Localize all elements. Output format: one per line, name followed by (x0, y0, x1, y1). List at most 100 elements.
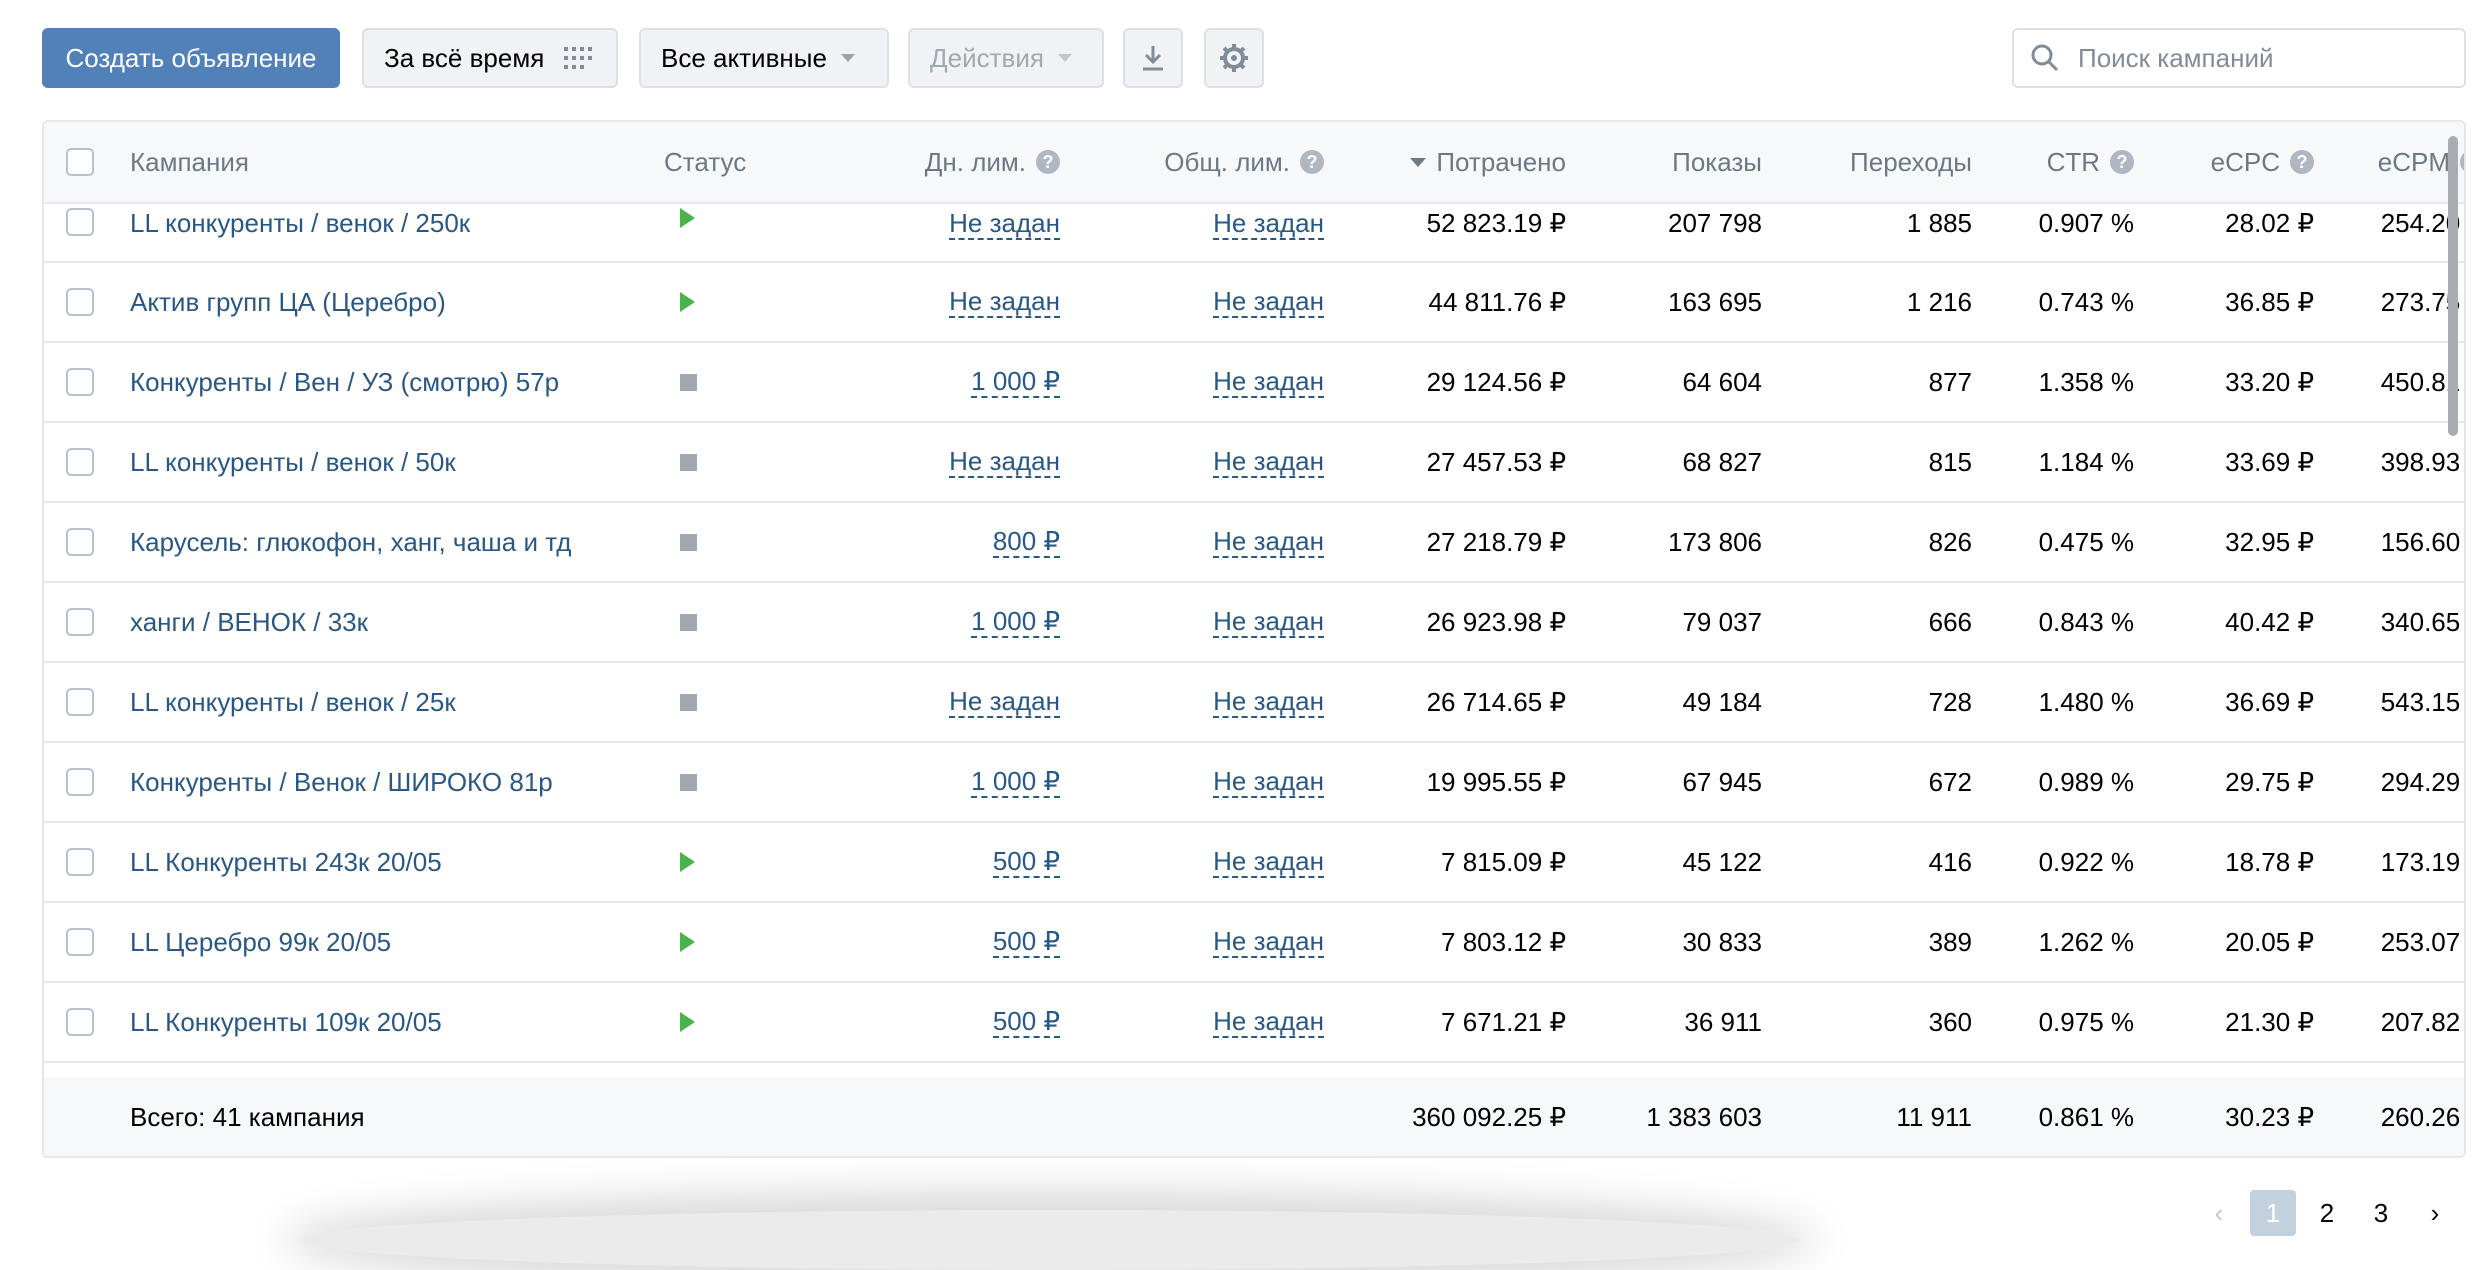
day-limit-link[interactable]: 1 000 ₽ (971, 606, 1060, 638)
day-limit-link[interactable]: 1 000 ₽ (971, 766, 1060, 798)
table-row[interactable]: Конкуренты / Вен / УЗ (смотрю) 57р 1 000 … (44, 343, 2464, 423)
stopped-status-icon[interactable] (680, 693, 697, 711)
campaign-name-link[interactable]: Конкуренты / Вен / УЗ (смотрю) 57р (130, 366, 560, 397)
page-3-button[interactable]: 3 (2373, 1197, 2389, 1228)
header-spent[interactable]: Потрачено (1344, 122, 1566, 202)
spent-value: 52 823.19 ₽ (1426, 208, 1566, 238)
ecpm-value: 398.93 ₽ (2380, 446, 2464, 477)
prev-page-icon[interactable]: ‹ (2214, 1197, 2224, 1228)
header-clicks[interactable]: Переходы (1850, 146, 1972, 177)
filter-dropdown[interactable]: Все активные (639, 28, 889, 88)
table-row[interactable]: LL конкуренты / венок / 50к Не задан Не за… (44, 423, 2464, 503)
total-limit-link[interactable]: Не задан (1213, 926, 1324, 958)
total-limit-link[interactable]: Не задан (1213, 1006, 1324, 1038)
total-limit-link[interactable]: Не задан (1213, 686, 1324, 718)
campaign-name-link[interactable]: LL Конкуренты 109к 20/05 (130, 1006, 442, 1037)
day-limit-link[interactable]: 500 ₽ (992, 1006, 1060, 1038)
settings-button[interactable] (1204, 28, 1264, 88)
download-button[interactable] (1123, 28, 1183, 88)
ctr-value: 1.262 % (2038, 926, 2134, 957)
day-limit-link[interactable]: 1 000 ₽ (971, 366, 1060, 398)
campaign-name-link[interactable]: LL конкуренты / венок / 250к (130, 208, 471, 238)
header-ctr[interactable]: CTR ? (1994, 122, 2134, 202)
help-icon[interactable]: ? (1300, 150, 1324, 174)
row-checkbox[interactable] (66, 928, 94, 956)
row-checkbox[interactable] (66, 1008, 94, 1036)
campaign-name-link[interactable]: LL конкуренты / венок / 25к (130, 686, 456, 717)
table-row[interactable]: LL Конкуренты 243к 20/05 500 ₽ Не задан 7 8… (44, 823, 2464, 903)
header-ecpc[interactable]: eCPC ? (2164, 122, 2314, 202)
actions-dropdown[interactable]: Действия (908, 28, 1104, 88)
stopped-status-icon[interactable] (680, 373, 697, 391)
table-row[interactable]: LL конкуренты / венок / 250к Не задан Не з… (44, 202, 2464, 263)
stopped-status-icon[interactable] (680, 773, 697, 791)
help-icon[interactable]: ? (1036, 150, 1060, 174)
ecpc-value: 33.69 ₽ (2225, 446, 2314, 477)
stopped-status-icon[interactable] (680, 533, 697, 551)
table-row[interactable]: Карусель: глюкофон, ханг, чаша и тд 800 ₽… (44, 503, 2464, 583)
play-status-icon[interactable] (680, 852, 695, 872)
search-input[interactable]: Поиск кампаний (2012, 28, 2466, 88)
play-status-icon[interactable] (680, 292, 695, 312)
row-checkbox[interactable] (66, 368, 94, 396)
select-all-checkbox[interactable] (66, 148, 94, 176)
total-limit-link[interactable]: Не задан (1213, 606, 1324, 638)
day-limit-link[interactable]: Не задан (949, 446, 1060, 478)
header-ecpm[interactable]: eCPM ? (2334, 122, 2464, 202)
row-checkbox[interactable] (66, 768, 94, 796)
table-row[interactable]: LL Конкуренты 109к 20/05 500 ₽ Не задан 7 6… (44, 983, 2464, 1063)
campaign-name-link[interactable]: ханги / ВЕНОК / 33к (130, 606, 368, 637)
campaign-name-link[interactable]: LL Конкуренты 243к 20/05 (130, 846, 442, 877)
total-limit-link[interactable]: Не задан (1213, 446, 1324, 478)
total-limit-link[interactable]: Не задан (1213, 766, 1324, 798)
total-limit-link[interactable]: Не задан (1213, 366, 1324, 398)
day-limit-link[interactable]: 500 ₽ (992, 846, 1060, 878)
play-status-icon[interactable] (680, 932, 695, 952)
total-limit-link[interactable]: Не задан (1213, 208, 1324, 240)
row-checkbox[interactable] (66, 608, 94, 636)
campaign-name-link[interactable]: Актив групп ЦА (Церебро) (130, 286, 446, 317)
table-row[interactable]: Актив групп ЦА (Церебро) Не задан Не задан… (44, 263, 2464, 343)
vertical-scrollbar[interactable] (2448, 136, 2458, 436)
day-limit-link[interactable]: Не задан (949, 208, 1060, 240)
play-status-icon[interactable] (680, 208, 695, 228)
help-icon[interactable]: ? (2290, 150, 2314, 174)
create-ad-button[interactable]: Создать объявление (42, 28, 340, 88)
campaign-name-link[interactable]: LL конкуренты / венок / 50к (130, 446, 456, 477)
stopped-status-icon[interactable] (680, 613, 697, 631)
header-day-limit[interactable]: Дн. лим. ? (834, 122, 1060, 202)
stopped-status-icon[interactable] (680, 453, 697, 471)
total-limit-link[interactable]: Не задан (1213, 846, 1324, 878)
header-status[interactable]: Статус (664, 146, 747, 177)
next-page-icon[interactable]: › (2430, 1197, 2440, 1228)
page-1-button[interactable]: 1 (2250, 1190, 2296, 1236)
header-total-limit[interactable]: Общ. лим. ? (1084, 122, 1324, 202)
header-campaign[interactable]: Кампания (130, 146, 249, 177)
row-checkbox[interactable] (66, 448, 94, 476)
day-limit-link[interactable]: Не задан (949, 686, 1060, 718)
table-row[interactable]: LL конкуренты / венок / 25к Не задан Не за… (44, 663, 2464, 743)
day-limit-link[interactable]: Не задан (949, 286, 1060, 318)
day-limit-link[interactable]: 800 ₽ (992, 526, 1060, 558)
row-checkbox[interactable] (66, 528, 94, 556)
help-icon[interactable]: ? (2110, 150, 2134, 174)
header-impressions[interactable]: Показы (1672, 146, 1762, 177)
table-row[interactable]: ханги / ВЕНОК / 33к 1 000 ₽ Не задан 26 923… (44, 583, 2464, 663)
table-row[interactable]: LL Церебро 99к 20/05 500 ₽ Не задан 7 803.1… (44, 903, 2464, 983)
row-checkbox[interactable] (66, 688, 94, 716)
help-icon[interactable]: ? (2460, 150, 2464, 174)
campaign-name-link[interactable]: Конкуренты / Венок / ШИРОКО 81р (130, 766, 553, 797)
period-button[interactable]: За всё время (362, 28, 618, 88)
row-checkbox[interactable] (66, 288, 94, 316)
table-row[interactable]: Конкуренты / Венок / ШИРОКО 81р 1 000 ₽ Не… (44, 743, 2464, 823)
campaign-name-link[interactable]: Карусель: глюкофон, ханг, чаша и тд (130, 526, 572, 557)
row-checkbox[interactable] (66, 848, 94, 876)
total-limit-link[interactable]: Не задан (1213, 286, 1324, 318)
row-checkbox[interactable] (66, 208, 94, 236)
day-limit-link[interactable]: 500 ₽ (992, 926, 1060, 958)
campaign-name-link[interactable]: LL Церебро 99к 20/05 (130, 926, 392, 957)
gear-icon (1220, 44, 1248, 72)
page-2-button[interactable]: 2 (2319, 1197, 2335, 1228)
play-status-icon[interactable] (680, 1012, 695, 1032)
total-limit-link[interactable]: Не задан (1213, 526, 1324, 558)
